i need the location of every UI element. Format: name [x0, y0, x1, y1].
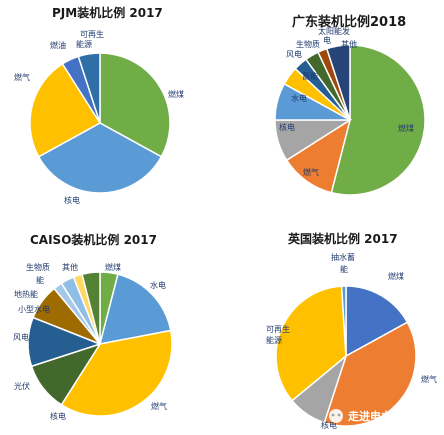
uk-slice-3 [275, 285, 347, 402]
gd-label-coal: 燃煤 [398, 123, 414, 133]
pjm-label-renewable: 可再生能源 [76, 29, 104, 49]
caiso-label-nuclear: 核电 [50, 411, 66, 421]
uk-title: 英国装机比例 2017 [288, 231, 398, 246]
gd-label-gas: 燃气 [303, 167, 319, 177]
pjm-label-nuclear: 核电 [64, 195, 80, 205]
slice-labels: 燃煤 核电 燃气 燃油 可再生能源 燃煤 燃气 核电 水电 蓄能 风电 生物质 … [13, 26, 437, 430]
gd-label-storage: 蓄能 [302, 71, 318, 81]
guangdong-title: 广东装机比例2018 [292, 14, 406, 30]
gd-label-solar: 太阳能发电 [318, 26, 350, 45]
caiso-label-smallhydro: 小型水电 [18, 304, 50, 314]
uk-slice-4 [340, 285, 347, 357]
pjm-slice-0 [99, 52, 171, 158]
pjm-pie [29, 52, 171, 194]
uk-pie [275, 285, 417, 427]
pjm-title: PJM装机比例 2017 [52, 5, 163, 20]
caiso-label-wind: 风电 [13, 332, 29, 342]
caiso-label-geothermal: 地热能 [14, 289, 38, 299]
uk-label-pumped: 抽水蓄能 [331, 252, 355, 274]
pjm-slice-2 [29, 62, 102, 158]
caiso-label-solar: 光伏 [14, 381, 30, 391]
gd-label-biomass: 生物质 [296, 39, 320, 49]
wechat-icon [329, 409, 343, 423]
wechat-icon-dot [331, 413, 335, 417]
watermark: 走进电力市场 [329, 409, 414, 423]
uk-label-gas: 燃气 [421, 374, 437, 384]
guangdong-pie [274, 44, 426, 196]
gd-label-hydro: 水电 [291, 93, 307, 103]
pjm-label-coal: 燃煤 [168, 89, 184, 99]
caiso-label-hydro: 水电 [150, 280, 166, 290]
gd-label-other: 其他 [341, 39, 357, 49]
caiso-label-other: 其他 [62, 262, 78, 272]
caiso-slice-1 [98, 273, 172, 345]
gd-label-nuclear: 核电 [279, 122, 295, 132]
guangdong-slice-0 [330, 44, 426, 196]
pjm-label-oil: 燃油 [50, 40, 66, 50]
uk-slice-0 [345, 285, 409, 358]
caiso-slice-2 [60, 329, 173, 417]
gd-label-wind: 风电 [286, 49, 302, 59]
watermark-text: 走进电力市场 [347, 409, 414, 423]
uk-label-renewable: 可再生能源 [266, 324, 290, 345]
wechat-icon-dot-2 [337, 413, 341, 417]
caiso-label-biomass: 生物质能 [26, 262, 50, 285]
caiso-label-coal: 燃煤 [105, 262, 121, 272]
caiso-label-gas: 燃气 [151, 401, 167, 411]
uk-slice-1 [323, 321, 417, 427]
pjm-label-gas: 燃气 [14, 72, 30, 82]
caiso-slice-9 [81, 271, 101, 345]
uk-label-nuclear: 核电 [321, 420, 337, 430]
uk-label-coal: 燃煤 [388, 271, 404, 281]
pjm-slice-4 [77, 52, 101, 124]
caiso-title: CAISO装机比例 2017 [30, 232, 157, 247]
guangdong-slice-8 [325, 44, 351, 121]
caiso-pie [27, 271, 173, 417]
